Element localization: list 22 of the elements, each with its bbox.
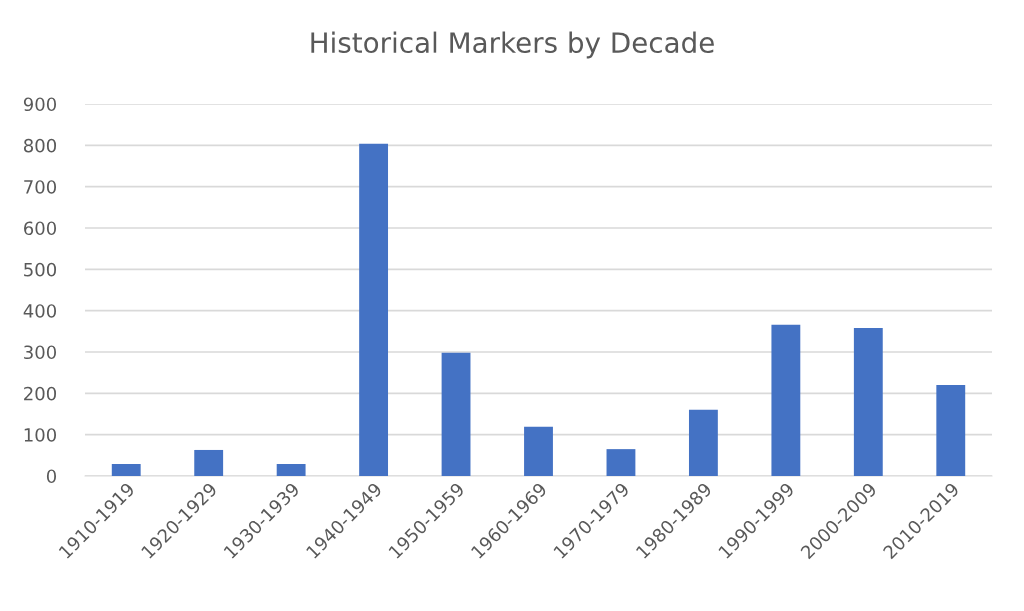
bar <box>524 426 553 476</box>
bar <box>194 449 224 476</box>
bar <box>771 324 801 476</box>
y-tick-label: 300 <box>24 345 57 360</box>
bar <box>853 328 883 476</box>
y-tick-label: 700 <box>24 180 57 194</box>
y-tick-label: 200 <box>24 386 57 401</box>
bar <box>936 385 966 476</box>
bar <box>276 464 306 476</box>
bar <box>359 143 389 476</box>
y-tick-label: 500 <box>24 262 57 277</box>
bar <box>688 409 718 476</box>
bar <box>111 464 141 476</box>
bar <box>441 352 471 476</box>
bar <box>606 449 636 476</box>
y-tick-label: 900 <box>23 97 57 112</box>
y-tick-label: 100 <box>24 428 57 442</box>
y-tick-label: 600 <box>24 221 57 236</box>
y-tick-label: 400 <box>23 304 57 318</box>
chart-title: Historical Markers by Decade <box>311 31 714 59</box>
y-tick-label: 0 <box>46 469 57 484</box>
y-tick-label: 800 <box>23 138 57 153</box>
